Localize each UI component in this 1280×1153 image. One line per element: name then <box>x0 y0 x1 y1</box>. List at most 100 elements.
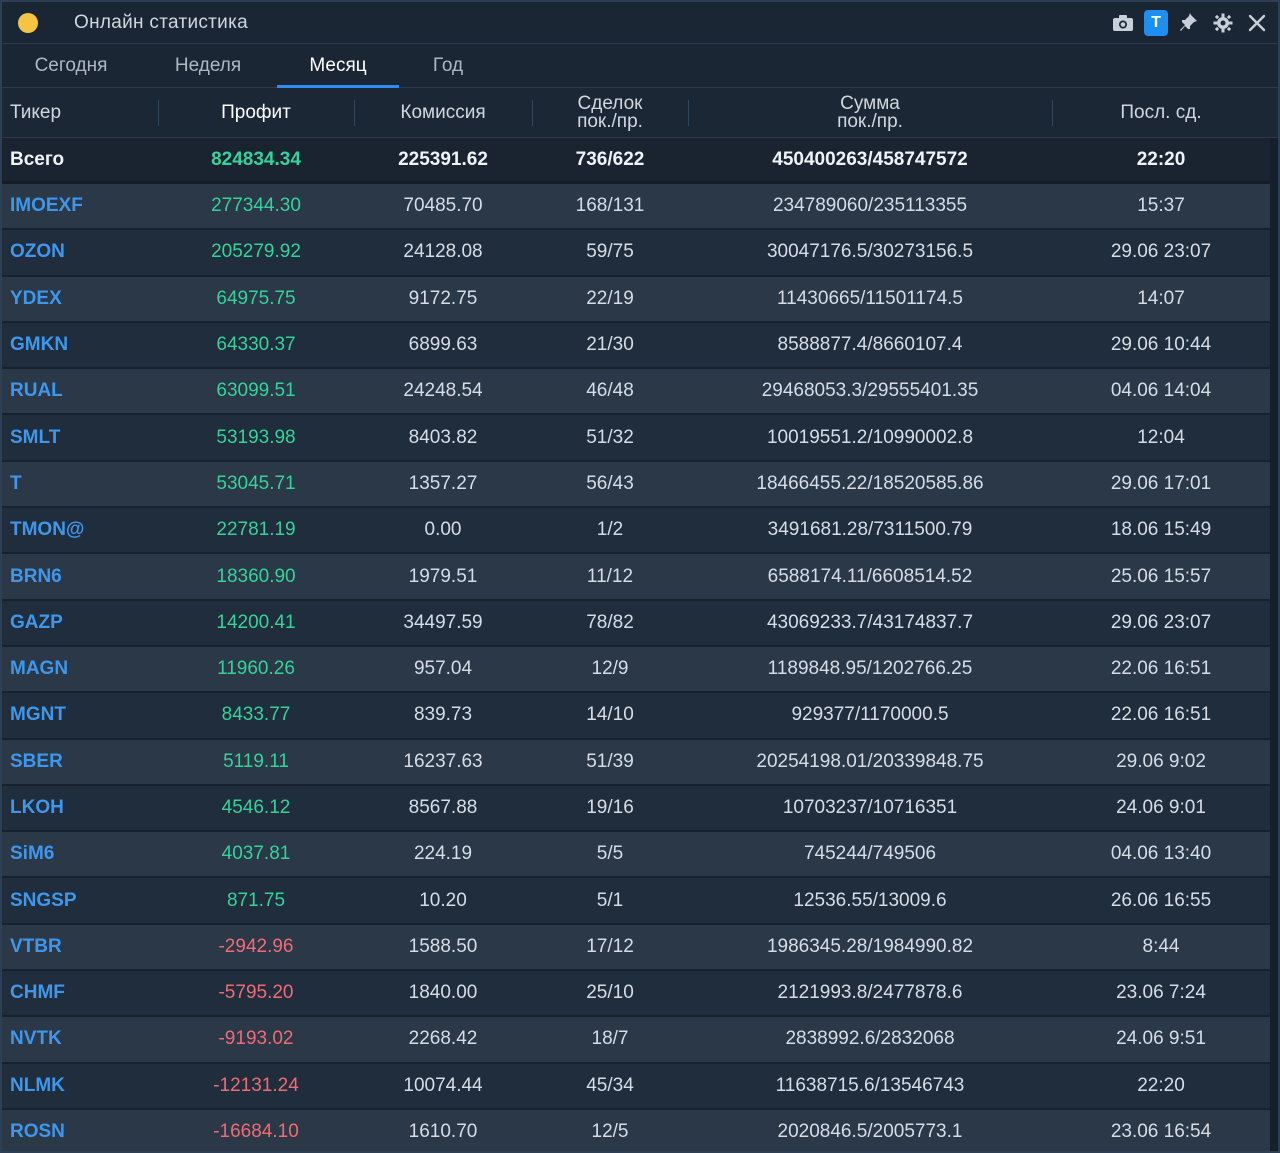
table-row[interactable]: LKOH 4546.12 8567.88 19/16 10703237/10716351… <box>2 785 1270 833</box>
sum-cell: 929377/1170000.5 <box>791 704 949 726</box>
deals-cell: 21/30 <box>586 334 634 356</box>
table-row[interactable]: MGNT 8433.77 839.73 14/10 929377/1170000.5 22… <box>2 693 1270 740</box>
profit-cell: 18360.90 <box>216 565 296 587</box>
ticker-cell: CHMF <box>10 982 65 1004</box>
commission-cell: 839.73 <box>413 704 473 726</box>
sum-cell: 43069233.7/43174837.7 <box>766 611 974 633</box>
tab-today[interactable]: Сегодня <box>34 55 108 76</box>
deals-cell: 78/82 <box>586 611 634 633</box>
commission-cell: 1610.70 <box>408 1121 478 1143</box>
tab-year[interactable]: Год <box>432 55 464 76</box>
total-label: Всего <box>10 148 65 170</box>
last-deal-cell: 29.06 23:07 <box>1110 611 1212 633</box>
column-header-ticker[interactable]: Тикер <box>10 102 62 123</box>
total-deals: 736/622 <box>575 148 645 170</box>
commission-cell: 957.04 <box>413 658 473 680</box>
column-header-deals[interactable]: Сделок пок./пр. <box>532 88 688 138</box>
pin-icon[interactable] <box>1176 10 1202 36</box>
last-deal-cell: 15:37 <box>1137 195 1185 217</box>
column-divider[interactable] <box>532 100 533 126</box>
last-deal-cell: 18.06 15:49 <box>1110 519 1212 541</box>
tab-week[interactable]: Неделя <box>174 55 242 76</box>
table-row[interactable]: ROSN -16684.10 1610.70 12/5 2020846.5/200577… <box>2 1109 1270 1151</box>
deals-cell: 59/75 <box>586 241 634 263</box>
column-header-sum[interactable]: Сумма пок./пр. <box>688 88 1052 138</box>
vertical-scrollbar[interactable] <box>1270 138 1278 1151</box>
column-divider[interactable] <box>354 100 355 126</box>
total-last-deal: 22:20 <box>1136 148 1186 170</box>
ticker-cell: RUAL <box>10 380 63 402</box>
column-divider[interactable] <box>1052 100 1053 126</box>
ticker-cell: SNGSP <box>10 889 77 911</box>
table-row[interactable]: GMKN 64330.37 6899.63 21/30 8588877.4/866010… <box>2 322 1270 370</box>
profit-cell: -9193.02 <box>218 1028 294 1050</box>
ticker-cell: MGNT <box>10 704 66 726</box>
last-deal-cell: 29.06 9:02 <box>1116 750 1206 772</box>
camera-icon[interactable] <box>1110 10 1136 36</box>
tab-month[interactable]: Месяц <box>277 44 399 88</box>
terminal-badge-icon[interactable]: T <box>1144 10 1168 36</box>
commission-cell: 0.00 <box>424 519 462 541</box>
sum-cell: 3491681.28/7311500.79 <box>767 519 973 541</box>
table-row[interactable]: OZON 205279.92 24128.08 59/75 30047176.5/302… <box>2 230 1270 277</box>
profit-cell: 64975.75 <box>216 287 296 309</box>
column-header-sum-line2: пок./пр. <box>837 111 903 132</box>
table-row[interactable]: CHMF -5795.20 1840.00 25/10 2121993.8/247787… <box>2 971 1270 1018</box>
last-deal-cell: 8:44 <box>1142 935 1180 957</box>
ticker-cell: IMOEXF <box>10 195 83 217</box>
window-title: Онлайн статистика <box>74 12 248 33</box>
table-row[interactable]: SNGSP 871.75 10.20 5/1 12536.55/13009.6 26.06… <box>2 878 1270 925</box>
table-row[interactable]: RUAL 63099.51 24248.54 46/48 29468053.3/2955… <box>2 369 1270 416</box>
ticker-cell: OZON <box>10 241 65 263</box>
stats-table-body: Всего 824834.34 225391.62 736/622 450400… <box>2 138 1270 1151</box>
commission-cell: 224.19 <box>413 843 473 865</box>
commission-cell: 1588.50 <box>408 935 478 957</box>
sum-cell: 10703237/10716351 <box>782 797 958 818</box>
column-divider[interactable] <box>688 100 689 126</box>
commission-cell: 1840.00 <box>408 982 478 1004</box>
column-divider[interactable] <box>158 100 159 126</box>
deals-cell: 17/12 <box>586 935 634 957</box>
last-deal-cell: 22.06 16:51 <box>1110 658 1212 680</box>
commission-cell: 9172.75 <box>408 287 478 309</box>
profit-cell: 63099.51 <box>216 380 296 402</box>
sum-cell: 2838992.6/2832068 <box>785 1028 955 1050</box>
table-row[interactable]: T 53045.71 1357.27 56/43 18466455.22/1852058… <box>2 461 1270 509</box>
table-row[interactable]: SMLT 53193.98 8403.82 51/32 10019551.2/10990… <box>2 415 1270 462</box>
profit-cell: 871.75 <box>226 889 286 911</box>
table-row[interactable]: GAZP 14200.41 34497.59 78/82 43069233.7/4317… <box>2 600 1270 647</box>
profit-cell: 22781.19 <box>216 519 296 541</box>
total-row[interactable]: Всего 824834.34 225391.62 736/622 450400… <box>2 138 1270 184</box>
last-deal-cell: 24.06 9:51 <box>1116 1028 1206 1050</box>
deals-cell: 1/2 <box>596 519 624 541</box>
deals-cell: 12/9 <box>591 658 629 680</box>
last-deal-cell: 23.06 7:24 <box>1116 982 1206 1004</box>
table-row[interactable]: YDEX 64975.75 9172.75 22/19 11430665/1150117… <box>2 276 1270 323</box>
table-row[interactable]: TMON@ 22781.19 0.00 1/2 3491681.28/7311500.7… <box>2 508 1270 555</box>
column-header-profit[interactable]: Профит <box>221 102 291 123</box>
table-row[interactable]: NLMK -12131.24 10074.44 45/34 11638715.6/135… <box>2 1063 1270 1110</box>
gear-icon[interactable] <box>1210 10 1236 36</box>
table-row[interactable]: BRN6 18360.90 1979.51 11/12 6588174.11/66085… <box>2 554 1270 601</box>
sum-cell: 10019551.2/10990002.8 <box>766 426 974 448</box>
table-row[interactable]: SBER 5119.11 16237.63 51/39 20254198.01/2033… <box>2 739 1270 786</box>
table-header: Тикер Профит Комиссия Сделок пок./пр. Су… <box>2 88 1278 138</box>
total-profit: 824834.34 <box>211 148 301 170</box>
ticker-cell: NLMK <box>10 1074 65 1096</box>
commission-cell: 1357.27 <box>408 472 478 494</box>
sum-cell: 745244/749506 <box>803 843 937 865</box>
table-row[interactable]: NVTK -9193.02 2268.42 18/7 2838992.6/2832068… <box>2 1017 1270 1064</box>
table-row[interactable]: VTBR -2942.96 1588.50 17/12 1986345.28/19849… <box>2 924 1270 972</box>
table-row[interactable]: MAGN 11960.26 957.04 12/9 1189848.95/1202766… <box>2 646 1270 694</box>
profit-cell: 11960.26 <box>217 658 295 680</box>
commission-cell: 24248.54 <box>403 380 483 402</box>
ticker-cell: SiM6 <box>10 843 55 865</box>
close-icon[interactable] <box>1244 10 1270 36</box>
column-header-last-deal[interactable]: Посл. сд. <box>1120 102 1202 123</box>
sum-cell: 30047176.5/30273156.5 <box>766 241 974 263</box>
table-row[interactable]: IMOEXF 277344.30 70485.70 168/131 234789060/… <box>2 184 1270 231</box>
ticker-cell: TMON@ <box>10 519 85 541</box>
title-bar[interactable]: Онлайн статистика T <box>2 2 1278 44</box>
column-header-commission[interactable]: Комиссия <box>400 102 486 123</box>
table-row[interactable]: SiM6 4037.81 224.19 5/5 745244/749506 04.06 1… <box>2 832 1270 879</box>
